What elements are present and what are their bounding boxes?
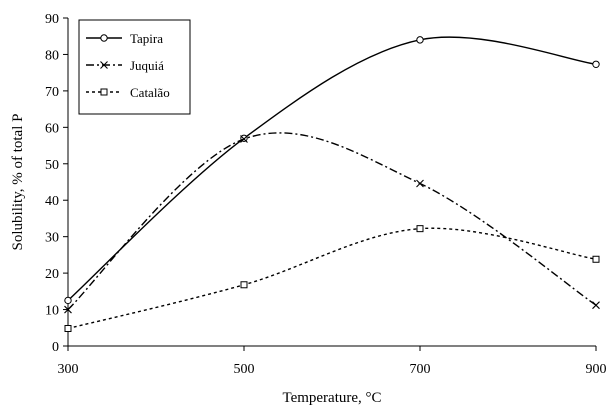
y-tick-label: 40 — [45, 194, 59, 209]
legend-item-tapira: Tapira — [86, 31, 163, 46]
data-point-juqui- — [416, 179, 424, 188]
x-ticks: 300 500 700 900 — [58, 346, 607, 377]
data-point-catal-o — [240, 281, 248, 289]
y-tick-label: 0 — [52, 340, 59, 355]
x-tick-label: 300 — [58, 362, 79, 377]
series-line-catal-o — [67, 227, 597, 330]
y-tick-label: 60 — [45, 121, 59, 136]
x-axis-title: Temperature, °C — [282, 390, 381, 406]
data-point-catal-o — [64, 325, 72, 333]
legend-label: Catalão — [130, 85, 170, 100]
y-tick-label: 50 — [45, 158, 59, 173]
marker-stroke — [100, 61, 108, 69]
legend-item-catal-o: Catalão — [86, 85, 170, 100]
legend-swatch-marker — [100, 34, 108, 42]
marker-stroke — [64, 305, 72, 314]
legend-label: Juquiá — [130, 58, 164, 73]
plot-area: 0 10 20 30 40 50 60 70 80 90 300 500 700 900 — [45, 12, 607, 377]
legend-label: Tapira — [130, 31, 163, 46]
y-tick-label: 70 — [45, 85, 59, 100]
y-tick-label: 30 — [45, 231, 59, 246]
legend-swatch-marker — [100, 88, 108, 96]
series-line-tapira — [67, 36, 597, 301]
y-tick-label: 90 — [45, 12, 59, 27]
y-ticks: 0 10 20 30 40 50 60 70 80 90 — [45, 12, 68, 355]
legend-item-juqui-: Juquiá — [86, 58, 164, 73]
data-point-catal-o — [416, 225, 424, 233]
series-line-juqui- — [67, 132, 597, 311]
x-tick-label: 900 — [586, 362, 607, 377]
y-tick-label: 80 — [45, 48, 59, 63]
data-point-juqui- — [240, 135, 248, 143]
marker-stroke — [416, 179, 424, 188]
marker-stroke — [240, 135, 248, 143]
data-point-tapira — [416, 36, 424, 44]
marker-stroke — [592, 301, 600, 310]
legend-swatch-marker — [100, 61, 108, 69]
data-point-juqui- — [64, 305, 72, 314]
legend-box — [78, 19, 191, 115]
x-tick-label: 500 — [234, 362, 255, 377]
y-axis-title: Solubility, % of total P — [10, 114, 26, 251]
legend: Tapira Juquiá Catalão — [78, 19, 191, 115]
y-tick-label: 20 — [45, 267, 59, 282]
series-layer — [64, 36, 600, 333]
data-point-juqui- — [592, 301, 600, 310]
x-tick-label: 700 — [410, 362, 431, 377]
data-point-tapira — [64, 296, 72, 305]
data-point-tapira — [592, 60, 600, 68]
y-tick-label: 10 — [45, 304, 59, 319]
data-point-catal-o — [592, 255, 600, 263]
